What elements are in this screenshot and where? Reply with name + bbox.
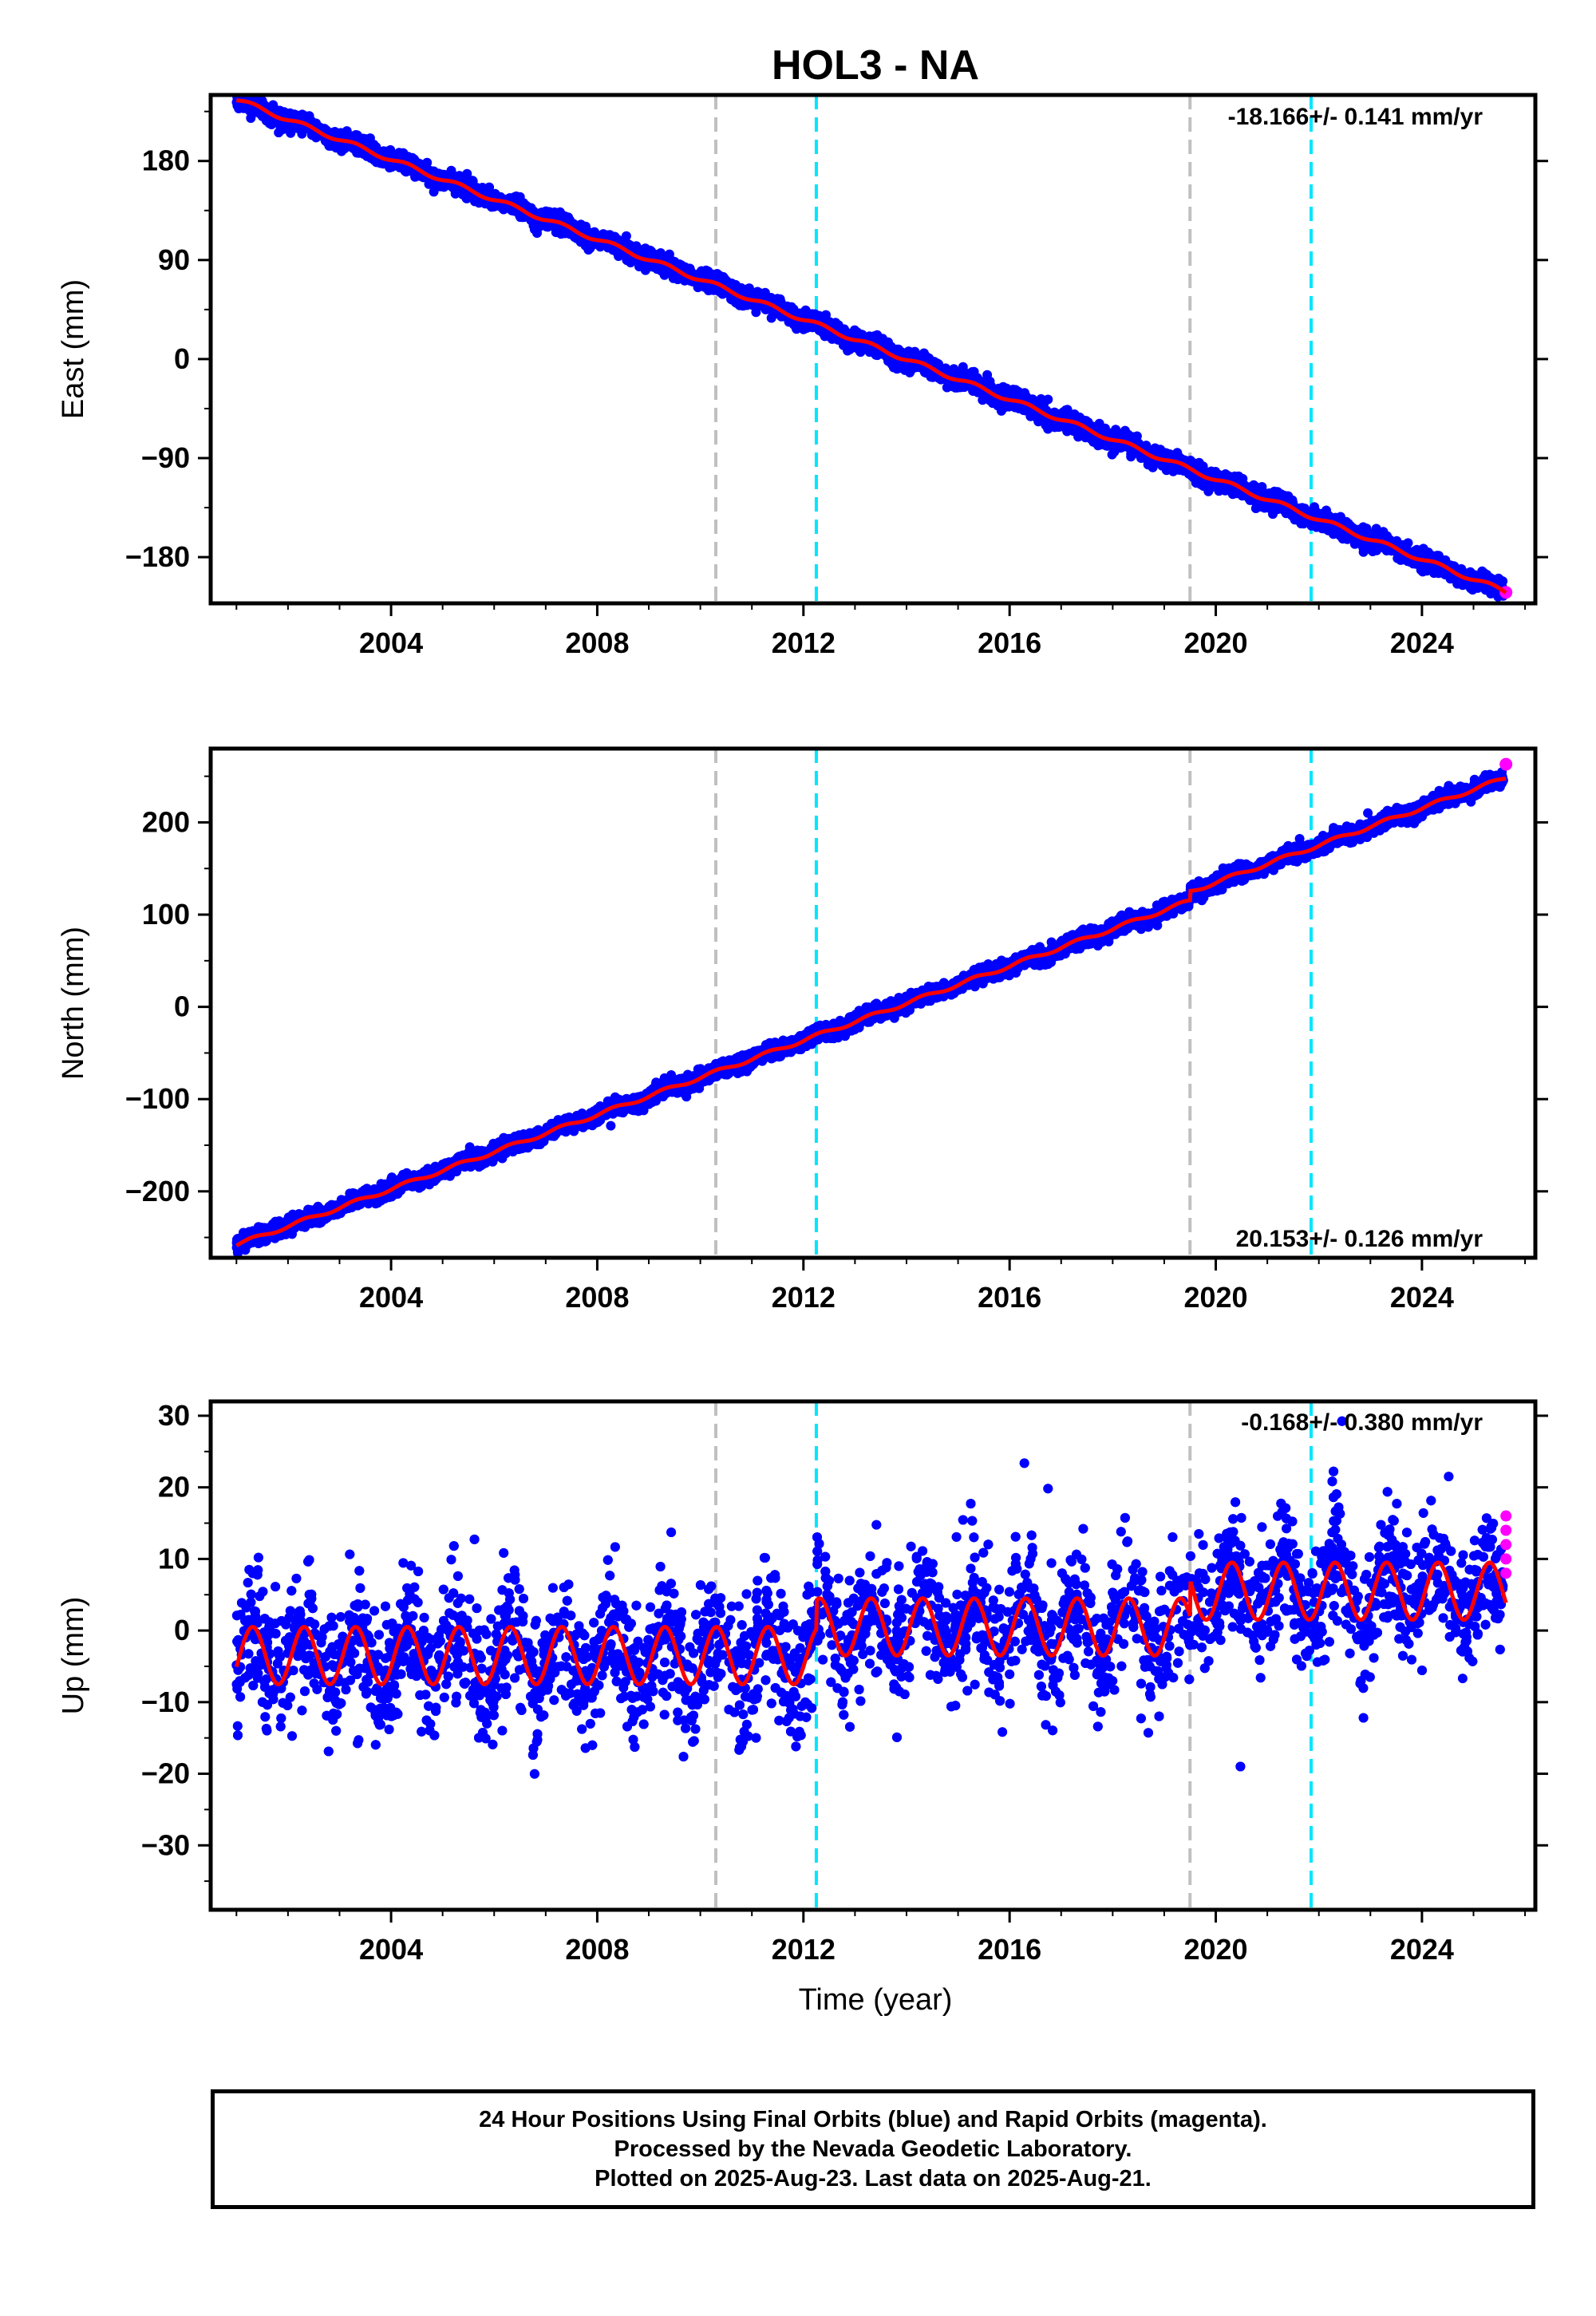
data-point <box>994 383 1004 393</box>
data-point <box>766 313 776 323</box>
data-point <box>551 227 561 238</box>
chart-title: HOL3 - NA <box>772 42 979 89</box>
data-point <box>232 84 242 93</box>
data-point <box>337 141 347 152</box>
data-point <box>1420 564 1430 575</box>
east-plot-area <box>231 84 1513 603</box>
data-point <box>845 344 855 354</box>
data-point <box>422 157 433 168</box>
data-point <box>429 187 439 197</box>
data-point <box>1008 388 1018 398</box>
data-point <box>1107 449 1117 460</box>
data-point <box>300 111 310 121</box>
data-point <box>1371 524 1381 534</box>
data-point <box>246 113 256 123</box>
data-point <box>621 231 631 241</box>
data-point <box>462 168 472 179</box>
data-point <box>636 245 646 255</box>
data-point <box>1062 405 1073 415</box>
data-point <box>490 188 500 199</box>
data-point <box>776 297 786 307</box>
data-point <box>1368 547 1378 556</box>
